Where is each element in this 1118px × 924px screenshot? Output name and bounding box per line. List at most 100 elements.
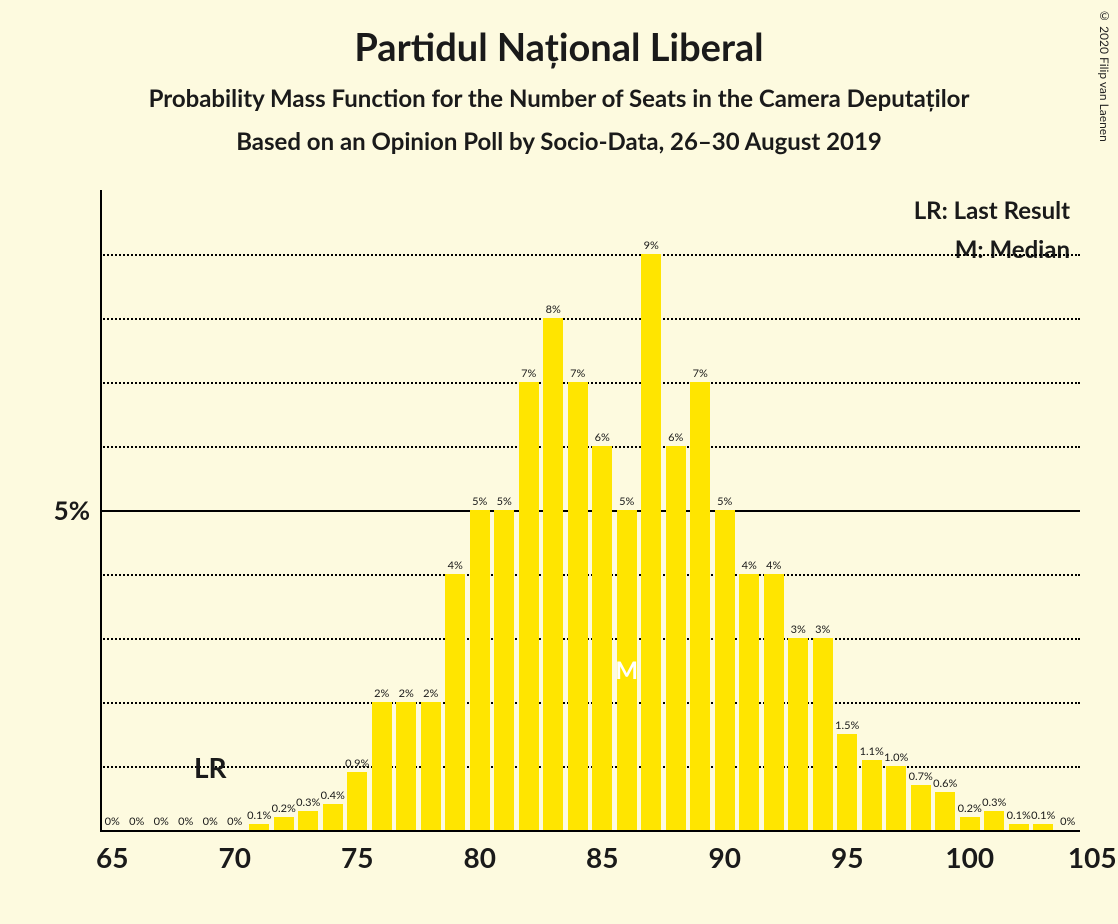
- bar-value-label: 0.3%: [296, 796, 321, 809]
- bar-value-label: 0.6%: [933, 777, 958, 790]
- bar-value-label: 4%: [737, 559, 762, 572]
- bar-value-label: 7%: [688, 367, 713, 380]
- x-tick-label: 95: [831, 840, 863, 874]
- bar-value-label: 1.5%: [835, 719, 860, 732]
- bar: [347, 772, 367, 830]
- bar-slot: 0%: [125, 190, 150, 830]
- bar-slot: 1.5%: [835, 190, 860, 830]
- bar-value-label: 0.1%: [247, 809, 272, 822]
- bar-value-label: 0%: [100, 815, 125, 828]
- bar: [862, 760, 882, 830]
- bar-slot: 6%: [590, 190, 615, 830]
- bar-value-label: 2%: [419, 687, 444, 700]
- bar-slot: 1.1%: [860, 190, 885, 830]
- bar-value-label: 0.4%: [321, 789, 346, 802]
- chart-subtitle-1: Probability Mass Function for the Number…: [0, 84, 1118, 113]
- bars-container: 0%0%0%0%0%0%0.1%0.2%0.3%0.4%0.9%2%2%2%4%…: [100, 190, 1080, 830]
- bar: [1009, 824, 1029, 830]
- bar-value-label: 0.3%: [982, 796, 1007, 809]
- bar-slot: 6%: [664, 190, 689, 830]
- bar-slot: 4%: [737, 190, 762, 830]
- bar-slot: 0.3%: [296, 190, 321, 830]
- bar-slot: 0%: [149, 190, 174, 830]
- bar-slot: 0.7%: [909, 190, 934, 830]
- bar-slot: 0.1%: [247, 190, 272, 830]
- x-tick-label: 100: [945, 840, 994, 874]
- bar: [494, 510, 514, 830]
- bar-slot: 7%: [566, 190, 591, 830]
- bar: [249, 824, 269, 830]
- bar-value-label: 0%: [174, 815, 199, 828]
- bar: [470, 510, 490, 830]
- bar: [984, 811, 1004, 830]
- bar-slot: 0.2%: [958, 190, 983, 830]
- bar-value-label: 1.1%: [860, 745, 885, 758]
- x-axis-line: [100, 830, 1080, 832]
- bar: [396, 702, 416, 830]
- bar-value-label: 9%: [639, 239, 664, 252]
- bar: [715, 510, 735, 830]
- bar-value-label: 5%: [615, 495, 640, 508]
- chart-titles: Partidul Național Liberal Probability Ma…: [0, 0, 1118, 156]
- chart-area: LR: Last Result M: Median 5% 0%0%0%0%0%0…: [40, 190, 1080, 880]
- bar: [739, 574, 759, 830]
- x-tick-label: 75: [341, 840, 373, 874]
- bar-value-label: 6%: [590, 431, 615, 444]
- bar-value-label: 7%: [517, 367, 542, 380]
- bar-value-label: 0.2%: [958, 802, 983, 815]
- bar-slot: 0%: [174, 190, 199, 830]
- bar-slot: 2%: [419, 190, 444, 830]
- bar-slot: 7%: [688, 190, 713, 830]
- bar: [911, 785, 931, 830]
- bar-value-label: 5%: [713, 495, 738, 508]
- bar: [421, 702, 441, 830]
- bar: [886, 766, 906, 830]
- x-axis-labels: 65707580859095100105: [100, 840, 1080, 880]
- bar-slot: 5%: [615, 190, 640, 830]
- bar: [960, 817, 980, 830]
- bar-slot: 5%: [468, 190, 493, 830]
- bar-value-label: 0%: [149, 815, 174, 828]
- bar-slot: 8%: [541, 190, 566, 830]
- bar-slot: 0.6%: [933, 190, 958, 830]
- median-marker: M: [615, 656, 638, 685]
- bar-value-label: 4%: [762, 559, 787, 572]
- bar-value-label: 3%: [786, 623, 811, 636]
- bar: [445, 574, 465, 830]
- bar-slot: 1.0%: [884, 190, 909, 830]
- bar: [788, 638, 808, 830]
- bar-value-label: 5%: [492, 495, 517, 508]
- bar-value-label: 0.2%: [272, 802, 297, 815]
- bar-value-label: 0.9%: [345, 757, 370, 770]
- x-tick-label: 70: [219, 840, 251, 874]
- bar-slot: 5%: [713, 190, 738, 830]
- bar: [372, 702, 392, 830]
- bar: [641, 254, 661, 830]
- bar-value-label: 1.0%: [884, 751, 909, 764]
- bar: [568, 382, 588, 830]
- bar: [1033, 824, 1053, 830]
- bar-value-label: 0%: [223, 815, 248, 828]
- bar-value-label: 3%: [811, 623, 836, 636]
- bar-slot: 2%: [394, 190, 419, 830]
- bar-slot: 7%: [517, 190, 542, 830]
- bar-slot: 0.1%: [1031, 190, 1056, 830]
- bar-value-label: 0%: [1056, 815, 1081, 828]
- bar: [274, 817, 294, 830]
- bar-slot: 0.1%: [1007, 190, 1032, 830]
- bar: [813, 638, 833, 830]
- chart-subtitle-2: Based on an Opinion Poll by Socio-Data, …: [0, 127, 1118, 156]
- bar-slot: 0.4%: [321, 190, 346, 830]
- bar-slot: 0.9%: [345, 190, 370, 830]
- bar-slot: 4%: [443, 190, 468, 830]
- bar: [666, 446, 686, 830]
- copyright-text: © 2020 Filip van Laenen: [1097, 8, 1112, 142]
- bar-value-label: 0%: [125, 815, 150, 828]
- bar: [519, 382, 539, 830]
- bar-slot: 3%: [811, 190, 836, 830]
- bar-slot: 0%: [223, 190, 248, 830]
- x-tick-label: 90: [709, 840, 741, 874]
- x-tick-label: 80: [464, 840, 496, 874]
- bar: [690, 382, 710, 830]
- bar-slot: 5%: [492, 190, 517, 830]
